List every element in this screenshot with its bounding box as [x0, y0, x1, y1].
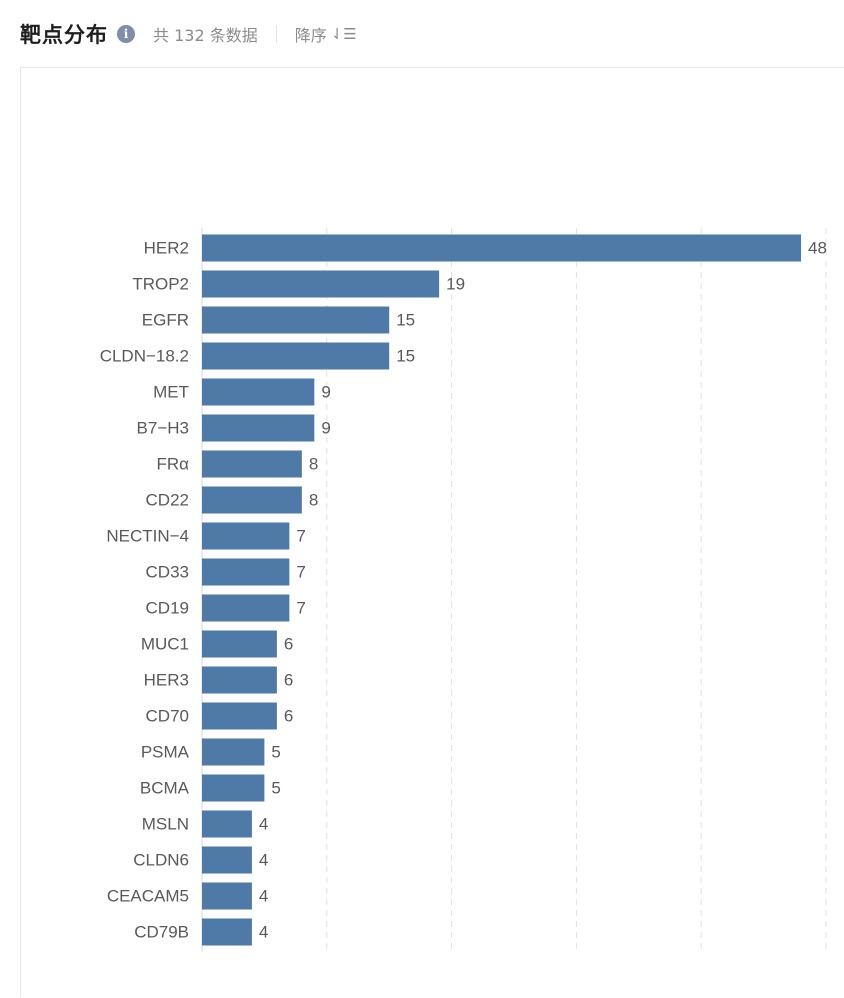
chart-header: 靶点分布 i 共 132 条数据 降序 ⇃☰: [20, 16, 357, 52]
category-label: MUC1: [141, 635, 189, 654]
bar[interactable]: [202, 774, 265, 802]
data-label: 19: [446, 275, 465, 294]
data-label: 6: [284, 707, 293, 726]
data-label: 7: [296, 599, 305, 618]
category-label: CD79B: [134, 923, 189, 942]
sort-descending-icon[interactable]: ⇃☰: [330, 25, 357, 43]
bar[interactable]: [202, 522, 290, 550]
bar[interactable]: [202, 666, 277, 694]
data-label: 9: [321, 419, 330, 438]
category-label: NECTIN−4: [106, 527, 189, 546]
bar[interactable]: [202, 918, 252, 946]
data-label: 6: [284, 635, 293, 654]
sort-button[interactable]: 降序 ⇃☰: [295, 22, 357, 46]
sort-label[interactable]: 降序: [294, 26, 327, 45]
category-label: TROP2: [132, 275, 189, 294]
category-label: FRα: [157, 455, 190, 474]
category-label: CEACAM5: [107, 887, 189, 906]
data-label: 15: [396, 311, 415, 330]
category-label: HER3: [144, 671, 189, 690]
bar[interactable]: [202, 486, 302, 514]
category-label: MSLN: [142, 815, 189, 834]
data-label: 8: [309, 491, 318, 510]
data-label: 4: [259, 887, 268, 906]
category-label: CLDN6: [133, 851, 189, 870]
data-label: 7: [296, 563, 305, 582]
bar[interactable]: [202, 810, 252, 838]
data-label: 6: [284, 671, 293, 690]
bar[interactable]: [202, 738, 265, 766]
category-label: BCMA: [140, 779, 190, 798]
data-label: 4: [259, 923, 268, 942]
bar[interactable]: [202, 846, 252, 874]
bar[interactable]: [202, 882, 252, 910]
data-label: 4: [259, 851, 268, 870]
data-label: 9: [321, 383, 330, 402]
data-label: 7: [296, 527, 305, 546]
data-label: 15: [396, 347, 415, 366]
bar[interactable]: [202, 342, 390, 370]
category-label: EGFR: [142, 311, 189, 330]
category-label: CD33: [146, 563, 189, 582]
header-divider: [275, 25, 277, 43]
bar[interactable]: [202, 630, 277, 658]
data-label: 8: [309, 455, 318, 474]
data-label: 48: [808, 239, 827, 258]
bar[interactable]: [202, 306, 390, 334]
bar[interactable]: [202, 270, 440, 298]
category-label: MET: [153, 383, 189, 402]
bar[interactable]: [202, 234, 802, 262]
category-label: CD70: [146, 707, 189, 726]
info-icon[interactable]: i: [117, 25, 135, 43]
bar[interactable]: [202, 594, 290, 622]
bar[interactable]: [202, 414, 315, 442]
category-label: CLDN−18.2: [100, 347, 189, 366]
chart-panel: HER2 48 TROP2 19 EGFR 15 CLDN−18.2 15 MET 9 B7−H3 9…: [20, 67, 844, 997]
bar[interactable]: [202, 378, 315, 406]
category-label: CD19: [146, 599, 189, 618]
bar[interactable]: [202, 450, 302, 478]
chart-title: 靶点分布: [20, 23, 108, 47]
category-label: CD22: [146, 491, 189, 510]
record-count: 共 132 条数据: [153, 26, 258, 45]
data-label: 5: [271, 779, 280, 798]
category-label: B7−H3: [137, 419, 189, 438]
bar[interactable]: [202, 558, 290, 586]
bar[interactable]: [202, 702, 277, 730]
category-label: HER2: [144, 239, 189, 258]
category-label: PSMA: [141, 743, 190, 762]
data-label: 4: [259, 815, 268, 834]
data-label: 5: [271, 743, 280, 762]
